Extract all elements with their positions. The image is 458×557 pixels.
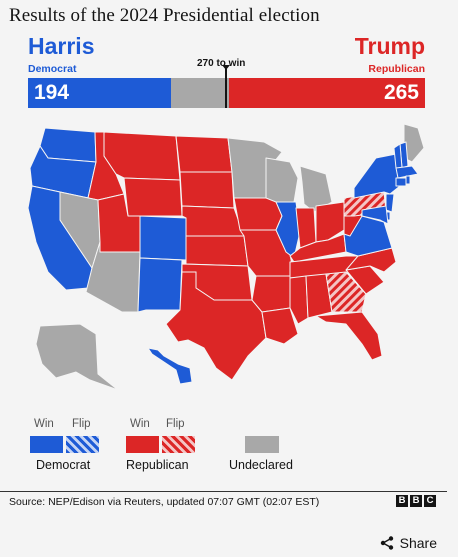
state-nd[interactable] (175, 135, 233, 173)
state-ia[interactable] (233, 197, 283, 231)
state-ak[interactable] (35, 323, 119, 391)
state-mt[interactable] (103, 131, 181, 181)
legend-flip-label: Flip (166, 418, 185, 430)
state-il[interactable] (275, 201, 301, 259)
state-nm[interactable] (137, 257, 183, 313)
harris-bar-segment (28, 78, 172, 108)
to-win-arrow (221, 65, 230, 70)
legend-democrat-flip-swatch (66, 436, 99, 453)
bbc-logo-letter: C (424, 495, 436, 507)
legend-undeclared-label: Undeclared (229, 458, 293, 472)
legend-republican-flip-swatch (162, 436, 195, 453)
state-la[interactable] (261, 307, 299, 345)
legend-democrat-label: Democrat (36, 458, 91, 472)
state-md[interactable] (361, 205, 389, 225)
bbc-logo: B B C (396, 495, 436, 507)
harris-name: Harris (28, 33, 95, 59)
state-vt[interactable] (393, 143, 403, 169)
legend-win-label: Win (130, 418, 150, 430)
source-divider (0, 491, 447, 492)
state-co[interactable] (139, 215, 187, 261)
legend-republican-label: Republican (126, 458, 189, 472)
state-tx[interactable] (165, 271, 267, 381)
state-oh[interactable] (315, 201, 345, 243)
state-ri[interactable] (405, 175, 411, 185)
share-icon (380, 536, 393, 550)
state-in[interactable] (295, 207, 317, 249)
state-ar[interactable] (251, 275, 291, 313)
legend-undeclared: Undeclared (229, 418, 309, 478)
state-wy[interactable] (123, 177, 183, 217)
share-label: Share (399, 535, 437, 551)
to-win-marker (224, 68, 227, 108)
legend-democrat-win-swatch (30, 436, 63, 453)
trump-bar-segment (229, 78, 425, 108)
electoral-vote-bar: 194 265 (28, 65, 425, 108)
state-ms[interactable] (289, 275, 309, 325)
state-wa[interactable] (39, 127, 97, 163)
state-fl[interactable] (315, 311, 383, 361)
share-button[interactable]: Share (380, 535, 437, 551)
bbc-logo-letter: B (396, 495, 408, 507)
state-al[interactable] (305, 273, 333, 319)
state-ct[interactable] (395, 177, 407, 187)
trump-votes: 265 (383, 81, 419, 104)
bbc-logo-letter: B (410, 495, 422, 507)
state-nj[interactable] (385, 193, 395, 213)
state-ne[interactable] (181, 205, 245, 237)
harris-votes: 194 (34, 81, 70, 104)
trump-party: Republican (368, 63, 425, 75)
to-win-label: 270 to win (197, 58, 246, 69)
state-hi[interactable] (147, 347, 193, 385)
state-sd[interactable] (179, 171, 235, 209)
state-ny[interactable] (353, 153, 401, 199)
legend-win-label: Win (34, 418, 54, 430)
source-note: Source: NEP/Edison via Reuters, updated … (9, 496, 320, 508)
page-title: Results of the 2024 Presidential electio… (9, 5, 320, 26)
state-wi[interactable] (265, 157, 299, 203)
trump-name: Trump (354, 33, 425, 59)
legend-flip-label: Flip (72, 418, 91, 430)
legend-republican: Win Flip Republican (126, 418, 216, 478)
us-election-map (27, 123, 425, 391)
legend-undeclared-swatch (245, 436, 279, 453)
legend-republican-win-swatch (126, 436, 159, 453)
state-ma[interactable] (395, 165, 419, 179)
legend-democrat: Win Flip Democrat (30, 418, 110, 478)
harris-party: Democrat (28, 63, 77, 75)
state-ga[interactable] (325, 271, 367, 313)
state-ks[interactable] (185, 235, 249, 267)
